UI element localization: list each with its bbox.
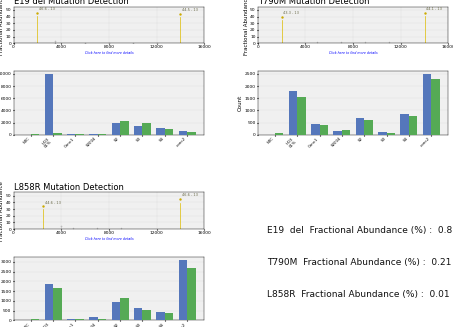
Point bbox=[177, 197, 184, 202]
Bar bbox=[53, 288, 62, 320]
Bar bbox=[31, 319, 39, 320]
Bar bbox=[67, 319, 76, 320]
Bar bbox=[400, 114, 409, 135]
Bar bbox=[333, 131, 342, 135]
Point bbox=[278, 14, 285, 19]
Bar bbox=[187, 267, 196, 320]
Point bbox=[117, 225, 125, 231]
Bar bbox=[289, 91, 297, 135]
Text: 44.1 - 13: 44.1 - 13 bbox=[426, 7, 442, 11]
Point bbox=[385, 39, 392, 44]
Bar bbox=[178, 260, 187, 320]
Bar bbox=[319, 125, 328, 135]
Bar bbox=[98, 134, 106, 135]
Text: Click here to find more details: Click here to find more details bbox=[85, 51, 133, 55]
Text: 44.6 - 13: 44.6 - 13 bbox=[45, 200, 61, 205]
Bar bbox=[378, 132, 386, 135]
Point bbox=[314, 39, 321, 44]
Text: T790M  Fractional Abundance (%) :  0.21 %: T790M Fractional Abundance (%) : 0.21 % bbox=[267, 258, 453, 267]
Bar bbox=[134, 126, 143, 135]
Point bbox=[106, 40, 113, 45]
Point bbox=[34, 10, 41, 15]
Bar bbox=[44, 74, 53, 135]
Text: L858R  Fractional Abundance (%) :  0.01 %: L858R Fractional Abundance (%) : 0.01 % bbox=[267, 290, 453, 299]
Y-axis label: Fractional Abundance: Fractional Abundance bbox=[0, 0, 5, 55]
Bar bbox=[111, 302, 120, 320]
Bar bbox=[156, 312, 165, 320]
Point bbox=[177, 11, 184, 16]
Bar bbox=[76, 134, 84, 135]
Point bbox=[40, 204, 47, 209]
Text: L858R Mutation Detection: L858R Mutation Detection bbox=[14, 183, 124, 192]
Bar bbox=[120, 121, 129, 135]
Bar bbox=[143, 310, 151, 320]
Point bbox=[52, 38, 59, 43]
Bar bbox=[165, 313, 173, 320]
Bar bbox=[364, 120, 373, 135]
Point bbox=[70, 225, 77, 231]
Bar bbox=[342, 130, 351, 135]
Y-axis label: Fractional Abundance: Fractional Abundance bbox=[244, 0, 249, 55]
Bar bbox=[31, 134, 39, 135]
Bar bbox=[297, 97, 306, 135]
Point bbox=[129, 40, 136, 45]
Bar bbox=[356, 118, 364, 135]
Point bbox=[93, 225, 101, 231]
Bar bbox=[431, 79, 440, 135]
Y-axis label: Fractional Abundance: Fractional Abundance bbox=[0, 181, 5, 241]
Point bbox=[421, 10, 428, 15]
Text: Click here to find more details: Click here to find more details bbox=[85, 237, 133, 241]
Bar bbox=[111, 123, 120, 135]
Point bbox=[82, 40, 89, 45]
Text: 46.6 - 13: 46.6 - 13 bbox=[39, 7, 55, 11]
Text: E19 del Mutation Detection: E19 del Mutation Detection bbox=[14, 0, 128, 7]
Bar bbox=[311, 124, 319, 135]
Point bbox=[58, 223, 65, 228]
Text: T790M Mutation Detection: T790M Mutation Detection bbox=[258, 0, 369, 7]
Bar bbox=[98, 318, 106, 320]
Text: 46.6 - 13: 46.6 - 13 bbox=[182, 193, 198, 197]
Bar bbox=[89, 134, 98, 135]
Bar bbox=[120, 298, 129, 320]
Bar bbox=[156, 128, 165, 135]
Text: E19  del  Fractional Abundance (%) :  0.8 %: E19 del Fractional Abundance (%) : 0.8 % bbox=[267, 226, 453, 235]
Bar bbox=[409, 116, 418, 135]
Bar bbox=[89, 317, 98, 320]
Bar bbox=[178, 131, 187, 135]
Bar bbox=[76, 319, 84, 320]
Bar bbox=[423, 74, 431, 135]
Bar bbox=[53, 132, 62, 135]
Bar bbox=[44, 284, 53, 320]
Point bbox=[337, 39, 345, 44]
Y-axis label: Count: Count bbox=[238, 95, 243, 111]
Point bbox=[52, 40, 59, 45]
Point bbox=[361, 39, 369, 44]
Text: Click here to find more details: Click here to find more details bbox=[329, 51, 377, 55]
Bar bbox=[386, 133, 395, 135]
Bar bbox=[134, 308, 143, 320]
Bar bbox=[143, 123, 151, 135]
Bar bbox=[187, 132, 196, 135]
Text: 43.3 - 13: 43.3 - 13 bbox=[283, 11, 299, 15]
Point bbox=[153, 40, 160, 45]
Bar bbox=[275, 133, 284, 135]
Text: 44.5 - 13: 44.5 - 13 bbox=[182, 8, 198, 12]
Bar bbox=[165, 129, 173, 135]
